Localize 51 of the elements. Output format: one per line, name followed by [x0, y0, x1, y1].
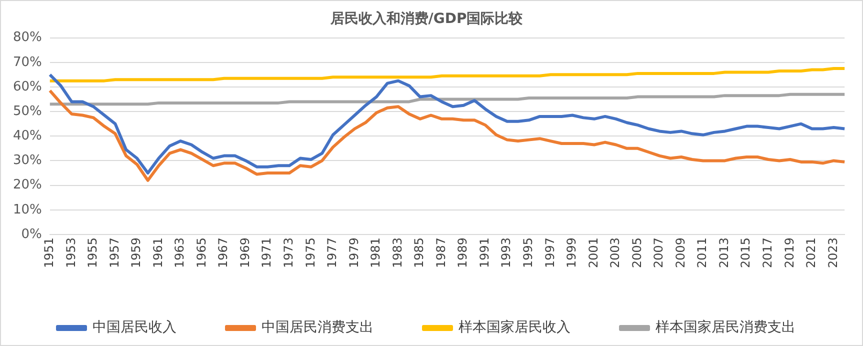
y-tick-label: 0%: [21, 226, 42, 242]
x-tick-label: 2003: [608, 237, 622, 268]
y-tick-label: 70%: [12, 54, 42, 70]
x-tick-label: 1959: [129, 237, 144, 268]
x-tick-label: 2019: [782, 237, 796, 268]
x-tick-label: 2005: [630, 237, 644, 268]
x-tick-label: 1953: [64, 237, 78, 268]
x-tick-label: 1951: [42, 237, 56, 268]
y-tick-label: 80%: [12, 30, 42, 46]
x-tick-label: 1969: [238, 237, 252, 268]
x-tick-label: 2017: [760, 237, 775, 268]
x-tick-label: 1995: [521, 237, 536, 268]
x-tick-label: 1967: [216, 237, 230, 268]
x-tick-label: 1963: [172, 237, 187, 268]
y-tick-label: 40%: [12, 128, 42, 144]
legend-label: 中国居民收入: [92, 320, 176, 336]
legend-label: 样本国家居民消费支出: [656, 320, 796, 336]
x-tick-label: 1961: [150, 237, 165, 268]
x-tick-label: 2007: [652, 237, 666, 268]
x-tick-label: 1957: [107, 237, 122, 268]
y-tick-label: 20%: [12, 178, 42, 193]
x-tick-label: 1981: [368, 237, 383, 268]
x-tick-label: 1997: [542, 237, 557, 268]
y-tick-label: 50%: [12, 104, 42, 119]
x-tick-label: 2011: [695, 237, 710, 268]
x-tick-label: 1999: [564, 237, 579, 268]
x-tick-label: 1979: [346, 237, 361, 268]
y-tick-label: 60%: [12, 79, 42, 94]
x-tick-label: 1971: [260, 237, 274, 268]
x-tick-label: 1991: [477, 237, 492, 268]
x-tick-label: 1983: [390, 237, 404, 268]
x-tick-label: 1993: [499, 237, 514, 268]
legend-label: 中国居民消费支出: [262, 320, 374, 336]
x-tick-label: 2009: [673, 237, 688, 268]
x-tick-label: 2023: [826, 237, 840, 268]
chart-title: 居民收入和消费/GDP国际比较: [329, 11, 524, 28]
y-tick-label: 30%: [12, 153, 42, 168]
x-tick-label: 1975: [303, 237, 318, 268]
x-tick-label: 1989: [456, 237, 470, 268]
x-tick-label: 1977: [325, 237, 340, 268]
x-tick-label: 2001: [586, 237, 600, 268]
y-tick-label: 10%: [12, 202, 42, 218]
x-tick-label: 2021: [804, 237, 818, 268]
x-tick-label: 2013: [716, 237, 731, 268]
x-tick-label: 2015: [738, 237, 753, 268]
x-tick-label: 1973: [282, 237, 296, 268]
x-tick-label: 1987: [434, 237, 448, 268]
x-tick-label: 1955: [86, 237, 100, 268]
x-tick-label: 1965: [194, 237, 208, 268]
x-tick-label: 1985: [412, 237, 426, 268]
legend-label: 样本国家居民收入: [458, 320, 570, 336]
